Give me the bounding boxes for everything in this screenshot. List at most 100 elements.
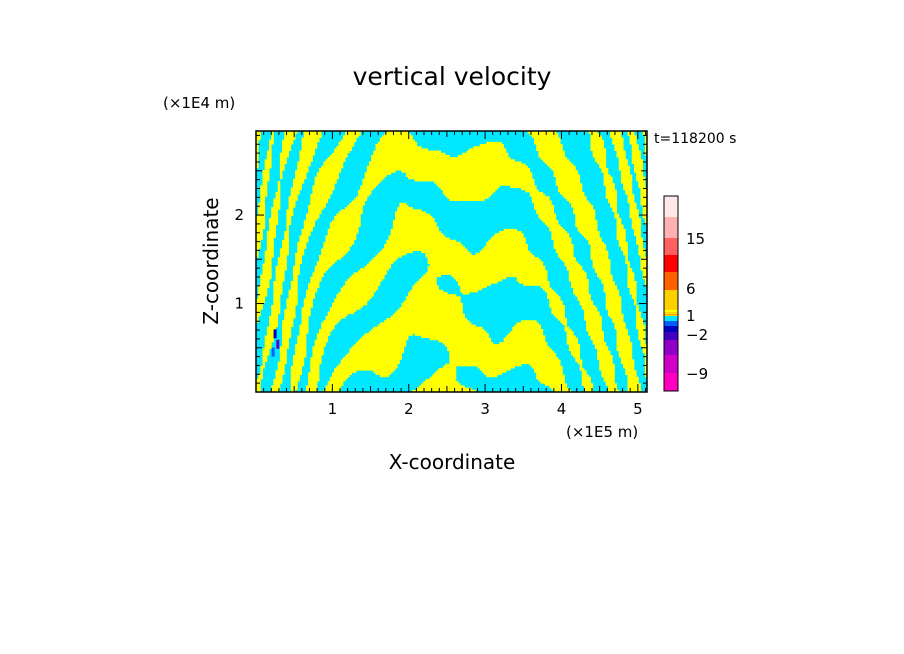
field-cell [269, 148, 272, 151]
field-cell [266, 333, 276, 336]
field-cell [638, 328, 646, 332]
field-cell [586, 320, 602, 323]
field-cell [629, 204, 637, 208]
field-cell [271, 215, 279, 219]
colorbar-swatch [664, 355, 678, 373]
field-cell [271, 213, 279, 217]
colorbar-tick-label: 1 [686, 307, 696, 325]
field-cell [623, 183, 633, 186]
field-cell [260, 372, 263, 375]
field-cell [279, 167, 285, 171]
field-cell [271, 137, 274, 141]
field-cell [636, 174, 644, 178]
field-cell [636, 172, 644, 175]
field-cell [266, 150, 272, 154]
field-cell [629, 291, 637, 295]
field-cell [484, 372, 502, 375]
field-cell [605, 194, 617, 197]
field-cell [256, 222, 266, 225]
velocity-field [256, 131, 647, 392]
field-cell [618, 350, 633, 354]
field-cell [531, 135, 559, 138]
field-cell [271, 311, 281, 315]
field-cell [566, 341, 578, 345]
field-cell [633, 300, 637, 304]
field-cell [499, 341, 548, 345]
field-cell [279, 352, 287, 356]
field-cell [345, 281, 381, 284]
field-cell [638, 248, 646, 252]
field-cell [633, 228, 641, 232]
field-cell [644, 374, 647, 378]
field-cell [256, 148, 259, 151]
field-cell [336, 146, 352, 149]
x-tick-label: 2 [404, 400, 414, 418]
field-cell [612, 139, 624, 143]
field-cell [314, 341, 326, 345]
field-cell [258, 209, 266, 212]
field-cell [297, 244, 307, 247]
field-cell [303, 131, 322, 134]
field-cell [644, 144, 647, 147]
field-cell [292, 265, 300, 269]
field-cell [288, 296, 298, 299]
field-cell [277, 189, 281, 193]
field-cell [503, 337, 546, 341]
field-cell [516, 278, 548, 282]
field-cell [308, 381, 318, 384]
field-cell [605, 189, 617, 193]
colorbar-swatch [664, 312, 678, 314]
field-cell [436, 183, 535, 186]
field-cell [629, 207, 637, 210]
field-cell [566, 339, 578, 343]
field-cell [312, 274, 324, 278]
field-cell [392, 226, 439, 230]
field-cell [314, 268, 329, 271]
field-cell [332, 372, 352, 375]
field-cell [603, 289, 620, 293]
field-cell [312, 191, 333, 195]
field-cell [256, 389, 261, 392]
field-cell [305, 291, 316, 295]
field-cell [644, 148, 647, 151]
field-cell [256, 133, 261, 136]
field-cell [442, 365, 457, 369]
field-cell [258, 294, 268, 297]
field-cell [438, 185, 500, 188]
field-cell [597, 348, 609, 352]
field-cell [288, 291, 298, 295]
field-cell [312, 187, 335, 191]
field-cell [256, 165, 259, 169]
field-cell [368, 163, 526, 167]
field-cell [614, 146, 624, 149]
field-cell [303, 224, 316, 228]
field-cell [332, 152, 348, 156]
field-cell [427, 268, 546, 271]
field-cell [636, 178, 646, 182]
field-cell [438, 368, 457, 371]
field-cell [271, 313, 279, 317]
field-cell [616, 226, 624, 230]
field-cell [614, 148, 624, 151]
field-cell [616, 337, 631, 341]
y-unit-label: (×1E4 m) [163, 94, 235, 112]
field-cell [310, 363, 320, 367]
field-cell [284, 135, 296, 138]
field-cell [449, 359, 561, 362]
field-cell [599, 359, 613, 362]
field-cell [636, 305, 639, 308]
field-cell [290, 189, 300, 193]
field-cell [412, 287, 439, 291]
x-tick-label: 3 [480, 400, 490, 418]
field-cell [425, 252, 472, 256]
field-cell [440, 187, 498, 191]
field-cell [429, 376, 457, 380]
field-cell [570, 202, 591, 206]
field-cell [362, 178, 383, 182]
field-cell [586, 328, 602, 332]
field-cell [640, 259, 647, 262]
field-cell [581, 370, 587, 373]
field-cell [627, 131, 635, 134]
field-cell [284, 309, 296, 312]
field-cell [421, 335, 489, 339]
